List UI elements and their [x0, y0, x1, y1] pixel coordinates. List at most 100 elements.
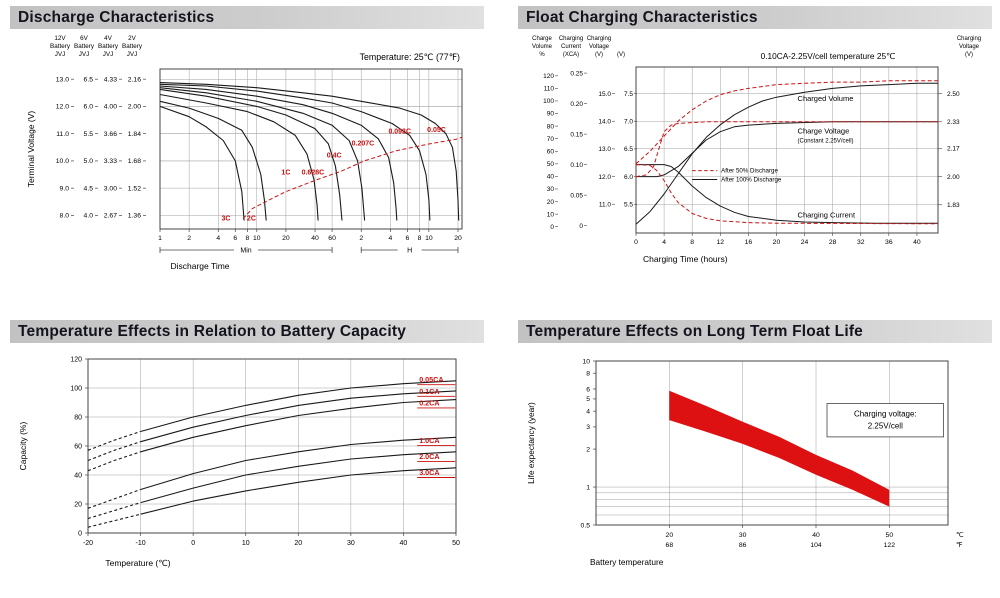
x-tick-label: 4: [216, 235, 220, 242]
rate-label: 2C: [247, 215, 256, 222]
panel-float-life: Temperature Effects on Long Term Float L…: [518, 320, 992, 591]
section-header-float-life: Temperature Effects on Long Term Float L…: [518, 320, 992, 343]
axis-tick-label: 120: [543, 73, 554, 80]
x-tick-label: 40: [913, 239, 921, 246]
temperature-capacity-chart: -20 -10 0 10 20 30 40 50 0 20 40 60 80 100 120 0.05CA 0.…: [18, 356, 460, 568]
x-axis-title: Temperature (℃): [105, 558, 170, 568]
rate-label: 0.093C: [388, 129, 411, 136]
series-label: 2.0CA: [419, 452, 439, 461]
y-tick-label: 1.52: [128, 185, 141, 192]
rate-label: 0.4C: [327, 153, 342, 160]
x-tick-label: 20: [773, 239, 781, 246]
section-header-float-charging: Float Charging Characteristics: [518, 6, 992, 29]
axis-tick-label: 0.20: [570, 101, 583, 108]
y-tick-label: 11.0: [56, 131, 69, 138]
x-tick-label: 1: [158, 235, 162, 242]
discharge-curve: [159, 88, 343, 221]
x-tick-label-celsius: 20: [666, 532, 674, 539]
capacity-curve-dashed: [87, 502, 141, 520]
x-tick-label: -10: [136, 540, 146, 547]
axis-tick-label: 90: [547, 111, 555, 118]
x-tick-label: 24: [801, 239, 809, 246]
x-tick-label-celsius: 30: [739, 532, 747, 539]
axis-tick-label: 13.0: [598, 146, 611, 153]
y-axis-header: 12V: [54, 35, 66, 42]
discharge-curve: [159, 87, 366, 221]
discharge-curve: [159, 93, 319, 221]
legend-label: After 50% Discharge: [721, 168, 778, 175]
section-title: Discharge Characteristics: [18, 8, 215, 26]
x-tick-label: 4: [388, 235, 392, 242]
axis-header: Volume: [532, 44, 553, 50]
axis-tick-label: 100: [543, 98, 554, 105]
axis-header: (XCA): [563, 52, 579, 58]
unit-label: H: [407, 248, 412, 255]
x-tick-label: 20: [294, 540, 302, 547]
plot-frame: [87, 358, 457, 534]
y-axis-header: 4V: [104, 35, 113, 42]
y-axis-header: JVJ: [79, 51, 90, 58]
x-tick-label: 4: [662, 239, 666, 246]
capacity-curve: [140, 390, 457, 443]
x-tick-label: 10: [242, 540, 250, 547]
axis-tick-label: 2.00: [947, 174, 960, 181]
section-title: Float Charging Characteristics: [526, 8, 758, 26]
axis-header: Charging: [587, 36, 611, 42]
axis-tick-label: 110: [544, 86, 555, 93]
annotation-box: [826, 403, 944, 438]
y-tick-label: 2.00: [128, 104, 141, 111]
y-axis-header: Battery: [50, 43, 71, 50]
chart-annotation: 0.10CA-2.25V/cell temperature 25℃: [761, 51, 896, 61]
y-tick-label: 3: [586, 424, 590, 431]
y-axis-title: Terminal Voltage (V): [26, 111, 36, 188]
plot-label: (Constant 2.25V/cell): [798, 139, 854, 145]
x-axis-title: Discharge Time: [170, 261, 229, 271]
x-tick-label: 2: [359, 235, 363, 242]
axis-tick-label: 50: [547, 161, 555, 168]
float-series-line: [635, 121, 938, 178]
axis-tick-label: 0.25: [570, 70, 583, 77]
y-tick-label: 60: [74, 443, 82, 450]
unit-label-celsius: ℃: [956, 532, 964, 539]
axis-header: (V): [617, 52, 625, 58]
y-tick-label: 6.5: [84, 77, 94, 84]
axis-tick-label: 70: [547, 136, 555, 143]
y-tick-label: 12.0: [56, 104, 69, 111]
axis-tick-label: 5.5: [624, 201, 633, 208]
axis-header: Voltage: [589, 44, 610, 50]
x-tick-label: 60: [328, 235, 336, 242]
panel-float-charging: Float Charging Characteristics Charge Vol…: [518, 6, 992, 301]
y-tick-label: 8.0: [60, 213, 70, 220]
axis-tick-label: 0.15: [570, 131, 583, 138]
x-tick-label: 8: [418, 235, 422, 242]
float-series-line: [636, 121, 938, 178]
axis-tick-label: 20: [547, 199, 555, 206]
capacity-curve: [140, 399, 457, 453]
y-tick-label: 80: [74, 414, 82, 421]
section-header-temperature-capacity: Temperature Effects in Relation to Batte…: [10, 320, 484, 343]
x-tick-label-fahrenheit: 104: [810, 542, 822, 549]
y-axis-header: 2V: [128, 35, 137, 42]
series-label: 3.0CA: [419, 468, 439, 477]
axis-tick-label: 2.17: [947, 146, 960, 153]
y-tick-label: 4.0: [84, 213, 94, 220]
life-expectancy-band: [669, 390, 890, 507]
x-tick-label: 20: [282, 235, 290, 242]
capacity-curve: [140, 451, 457, 504]
x-tick-label: 12: [716, 239, 724, 246]
x-tick-label: 32: [857, 239, 865, 246]
y-axis-header: Battery: [74, 43, 95, 50]
section-header-discharge: Discharge Characteristics: [10, 6, 484, 29]
y-tick-label: 10: [582, 358, 590, 365]
axis-tick-label: 40: [547, 174, 555, 181]
x-tick-label: 0: [634, 239, 638, 246]
axis-header: (V): [965, 52, 973, 58]
axis-tick-label: 11.0: [599, 201, 612, 208]
y-tick-label: 13.0: [56, 77, 69, 84]
capacity-curve: [140, 436, 457, 491]
y-tick-label: 1: [586, 484, 590, 491]
y-tick-label: 6.0: [84, 104, 94, 111]
panel-temperature-capacity: Temperature Effects in Relation to Batte…: [10, 320, 484, 591]
y-tick-label: 5.5: [84, 131, 94, 138]
capacity-curve-dashed: [87, 488, 141, 509]
